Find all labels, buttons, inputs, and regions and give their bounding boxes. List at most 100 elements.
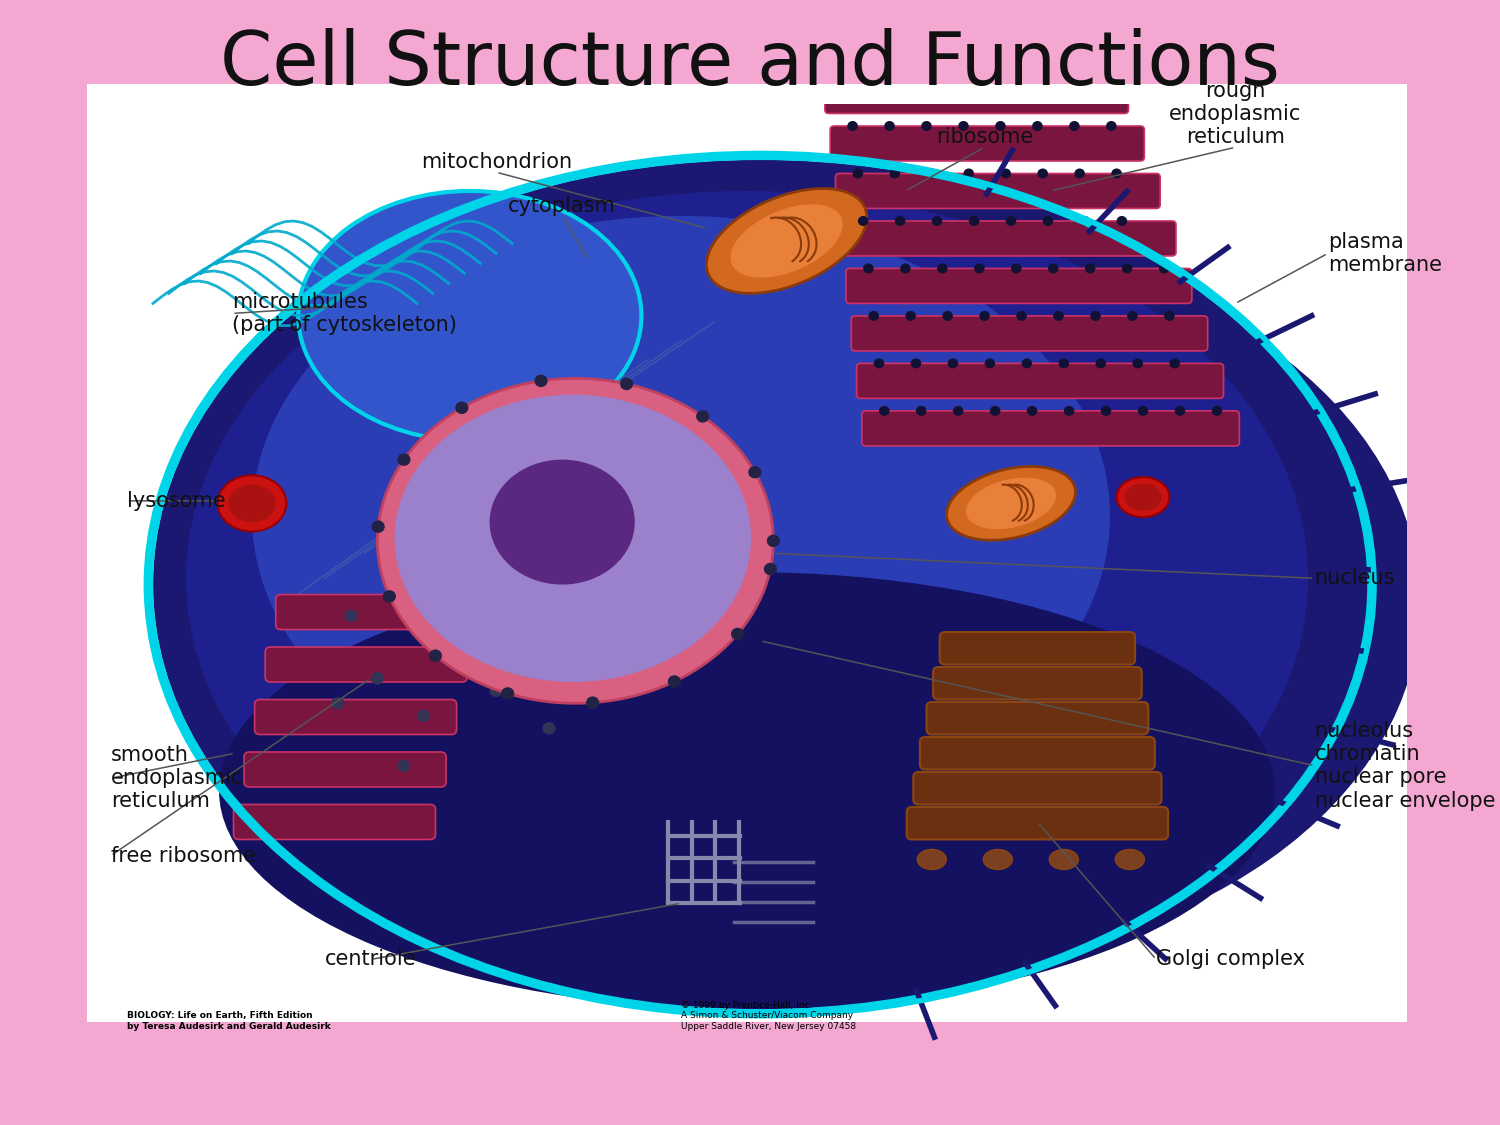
Circle shape bbox=[1106, 122, 1116, 130]
FancyBboxPatch shape bbox=[846, 269, 1192, 304]
Text: mitochondrion: mitochondrion bbox=[420, 152, 572, 172]
Ellipse shape bbox=[378, 378, 774, 703]
Circle shape bbox=[489, 684, 502, 698]
Circle shape bbox=[1101, 73, 1112, 83]
Ellipse shape bbox=[217, 475, 286, 531]
Circle shape bbox=[1048, 263, 1059, 273]
Circle shape bbox=[952, 406, 963, 416]
FancyBboxPatch shape bbox=[840, 220, 1176, 256]
Circle shape bbox=[952, 73, 963, 83]
FancyBboxPatch shape bbox=[819, 32, 1113, 66]
Circle shape bbox=[1017, 310, 1028, 321]
Circle shape bbox=[873, 26, 885, 36]
Circle shape bbox=[1174, 406, 1185, 416]
Text: microtubules
(part of cytoskeleton): microtubules (part of cytoskeleton) bbox=[232, 291, 458, 335]
FancyBboxPatch shape bbox=[927, 702, 1149, 735]
Circle shape bbox=[868, 310, 879, 321]
Circle shape bbox=[696, 411, 709, 423]
Circle shape bbox=[1212, 406, 1222, 416]
Circle shape bbox=[543, 722, 555, 735]
Circle shape bbox=[974, 263, 984, 273]
Circle shape bbox=[942, 310, 952, 321]
Ellipse shape bbox=[298, 191, 642, 441]
Text: nucleolus
chromatin
nuclear pore
nuclear envelope: nucleolus chromatin nuclear pore nuclear… bbox=[1314, 721, 1496, 810]
Circle shape bbox=[906, 310, 916, 321]
Ellipse shape bbox=[1116, 477, 1170, 518]
FancyBboxPatch shape bbox=[852, 316, 1208, 351]
FancyBboxPatch shape bbox=[914, 772, 1161, 804]
Circle shape bbox=[990, 406, 1000, 416]
Circle shape bbox=[1084, 263, 1095, 273]
Ellipse shape bbox=[252, 216, 1110, 816]
Circle shape bbox=[1160, 263, 1170, 273]
FancyBboxPatch shape bbox=[836, 173, 1160, 208]
Text: rough
endoplasmic
reticulum: rough endoplasmic reticulum bbox=[1168, 81, 1302, 147]
FancyBboxPatch shape bbox=[244, 752, 446, 787]
FancyBboxPatch shape bbox=[234, 804, 435, 839]
Circle shape bbox=[398, 759, 411, 772]
Circle shape bbox=[1059, 359, 1070, 368]
Ellipse shape bbox=[1050, 849, 1078, 870]
Circle shape bbox=[417, 710, 430, 722]
Text: smooth
endoplasmic
reticulum: smooth endoplasmic reticulum bbox=[111, 745, 243, 811]
Text: plasma
membrane: plasma membrane bbox=[1328, 232, 1442, 274]
Circle shape bbox=[916, 73, 927, 83]
Circle shape bbox=[910, 26, 921, 36]
Circle shape bbox=[1070, 122, 1080, 130]
Ellipse shape bbox=[228, 485, 276, 522]
Circle shape bbox=[1116, 216, 1126, 226]
Circle shape bbox=[1090, 310, 1101, 321]
Ellipse shape bbox=[1116, 849, 1144, 870]
Circle shape bbox=[847, 122, 858, 130]
Circle shape bbox=[858, 216, 868, 226]
Circle shape bbox=[1122, 263, 1132, 273]
Circle shape bbox=[730, 628, 744, 640]
Ellipse shape bbox=[489, 460, 634, 585]
FancyBboxPatch shape bbox=[815, 0, 1096, 18]
Text: © 1999 by Prentice-Hall, Inc.
A Simon & Schuster/Viacom Company
Upper Saddle Riv: © 1999 by Prentice-Hall, Inc. A Simon & … bbox=[681, 1001, 856, 1030]
Ellipse shape bbox=[219, 572, 1275, 1009]
Circle shape bbox=[948, 359, 958, 368]
Circle shape bbox=[668, 675, 681, 687]
Ellipse shape bbox=[984, 849, 1012, 870]
Circle shape bbox=[873, 359, 885, 368]
Ellipse shape bbox=[390, 241, 1420, 965]
Circle shape bbox=[1095, 359, 1106, 368]
FancyBboxPatch shape bbox=[830, 126, 1144, 161]
Circle shape bbox=[1032, 122, 1042, 130]
Circle shape bbox=[969, 216, 980, 226]
Circle shape bbox=[852, 169, 862, 179]
Circle shape bbox=[1170, 359, 1180, 368]
Circle shape bbox=[1038, 169, 1048, 179]
Circle shape bbox=[900, 263, 910, 273]
Text: BIOLOGY: Life on Earth, Fifth Edition
by Teresa Audesirk and Gerald Audesirk: BIOLOGY: Life on Earth, Fifth Edition by… bbox=[126, 1011, 330, 1030]
Circle shape bbox=[879, 406, 890, 416]
Text: nucleus: nucleus bbox=[1314, 568, 1395, 588]
Circle shape bbox=[398, 453, 411, 466]
Circle shape bbox=[837, 26, 848, 36]
Circle shape bbox=[910, 359, 921, 368]
Circle shape bbox=[921, 122, 932, 130]
Ellipse shape bbox=[394, 395, 752, 682]
Circle shape bbox=[890, 169, 900, 179]
FancyBboxPatch shape bbox=[906, 807, 1168, 839]
Circle shape bbox=[916, 406, 927, 416]
Text: lysosome: lysosome bbox=[126, 490, 225, 511]
Circle shape bbox=[620, 378, 633, 390]
Circle shape bbox=[1011, 263, 1022, 273]
Ellipse shape bbox=[966, 477, 1056, 529]
Circle shape bbox=[454, 402, 468, 414]
Circle shape bbox=[1064, 73, 1074, 83]
FancyBboxPatch shape bbox=[862, 411, 1239, 446]
Ellipse shape bbox=[1125, 484, 1161, 511]
Circle shape bbox=[586, 696, 600, 709]
FancyBboxPatch shape bbox=[933, 667, 1142, 700]
Circle shape bbox=[980, 310, 990, 321]
Circle shape bbox=[501, 687, 515, 700]
Ellipse shape bbox=[153, 160, 1368, 1009]
Circle shape bbox=[1042, 216, 1053, 226]
Ellipse shape bbox=[730, 205, 843, 278]
Circle shape bbox=[1164, 310, 1174, 321]
Bar bbox=[87, 84, 1407, 1022]
Circle shape bbox=[1074, 169, 1084, 179]
